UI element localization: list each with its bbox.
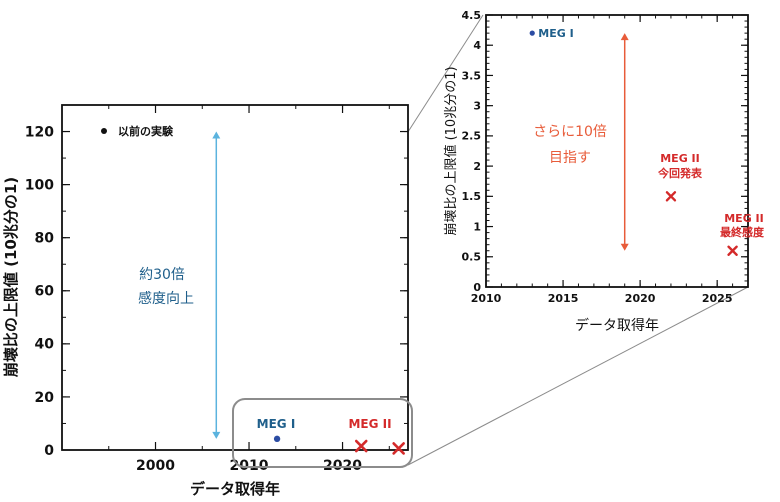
zoom-improvement-arrow	[620, 33, 629, 251]
main-improvement-arrow	[212, 131, 221, 439]
main-annotation-line2: 感度向上	[138, 290, 194, 307]
zoom-meg1-label: MEG I	[538, 27, 573, 40]
zoom-highlight-box	[232, 398, 413, 468]
y-tick-label: 1	[473, 220, 481, 233]
main-data-points	[273, 435, 405, 455]
y-tick-label: 120	[25, 124, 54, 140]
zoom-meg2b-label-2: 最終感度	[720, 225, 765, 239]
main-meg1-label: MEG I	[257, 417, 296, 431]
arrow-head-up	[620, 33, 629, 41]
y-tick-label: 4	[473, 39, 481, 52]
zoom-meg2b-label-1: MEG II	[724, 212, 764, 225]
main-ylabel: 崩壊比の上限値 (10兆分の1)	[2, 177, 20, 377]
y-tick-label: 0	[44, 443, 54, 459]
x-tick-label: 2015	[548, 292, 579, 305]
y-tick-label: 100	[25, 178, 54, 194]
meg2-point	[354, 439, 368, 453]
arrow-head-up	[212, 131, 221, 139]
y-tick-label: 3.5	[462, 69, 482, 82]
zoom-xlabel: データ取得年	[575, 317, 659, 334]
meg2-point	[665, 191, 677, 202]
y-tick-label: 80	[35, 231, 55, 247]
y-tick-label: 60	[35, 284, 55, 300]
zoom-ylabel: 崩壊比の上限値 (10兆分の1)	[443, 66, 459, 235]
main-plot-frame	[61, 104, 409, 451]
zoom-ticks: 2010 2015 2020 2025 0 0.5 1 1.5 2 2.5 3 3.5 4 4.5	[462, 9, 749, 305]
zoom-data-points	[529, 30, 738, 256]
legend-label: 以前の実験	[118, 124, 174, 138]
zoom-meg2a-label-1: MEG II	[660, 152, 700, 165]
y-tick-label: 1.5	[462, 190, 482, 203]
zoom-connector-bottom	[407, 286, 749, 466]
x-tick-label: 2020	[625, 292, 656, 305]
y-tick-label: 3	[473, 100, 481, 113]
main-annotation-line1: 約30倍	[139, 267, 185, 283]
meg1-point	[273, 435, 281, 443]
zoom-annotation-line2: 目指す	[549, 150, 591, 166]
meg1-point	[529, 30, 535, 36]
legend-marker	[101, 128, 107, 134]
x-tick-label: 2025	[702, 292, 733, 305]
zoom-annotation-line1: さらに10倍	[533, 124, 607, 140]
meg2-point	[392, 442, 405, 455]
zoom-chart: 2010 2015 2020 2025 0 0.5 1 1.5 2 2.5 3 3.5 4 4.5 データ…	[443, 9, 765, 334]
y-tick-label: 2.5	[462, 130, 482, 143]
y-tick-label: 0.5	[462, 251, 482, 264]
main-meg2-label: MEG II	[348, 417, 391, 431]
y-tick-label: 2	[473, 160, 481, 173]
x-tick-label: 2000	[136, 458, 175, 474]
y-tick-label: 40	[35, 337, 55, 353]
y-tick-label: 4.5	[462, 9, 482, 22]
arrow-head-down	[212, 431, 221, 439]
x-tick-label: 2010	[471, 292, 502, 305]
main-xlabel: データ取得年	[190, 480, 280, 498]
y-tick-label: 0	[473, 281, 481, 294]
zoom-plot-frame	[485, 14, 749, 288]
meg2-point	[727, 245, 738, 256]
y-tick-label: 20	[35, 390, 55, 406]
zoom-meg2a-label-2: 今回発表	[657, 166, 703, 180]
arrow-head-down	[620, 243, 629, 251]
